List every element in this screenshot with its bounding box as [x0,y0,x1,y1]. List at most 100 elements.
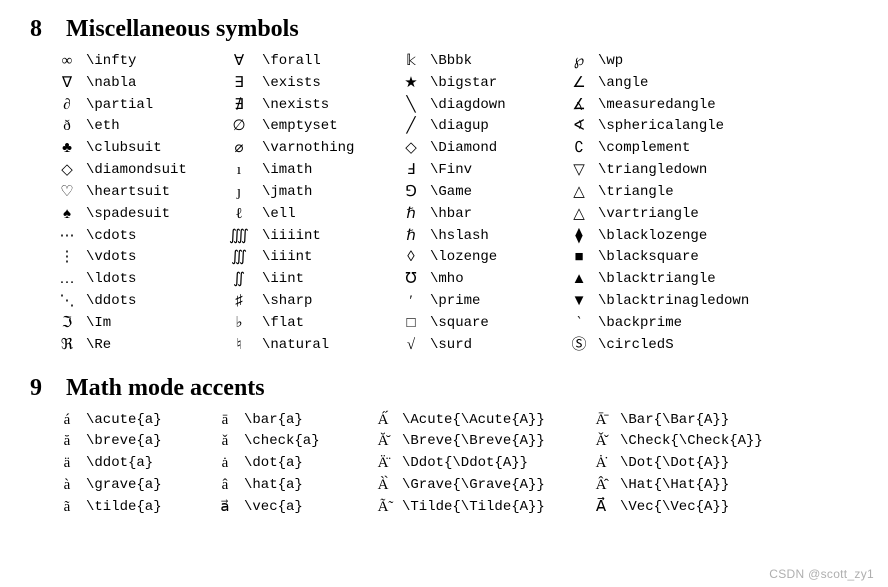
symbol-glyph: ℏ [400,204,422,226]
symbol-glyph: ⨌ [224,226,254,248]
symbol-glyph: ∁ [568,138,590,160]
symbol-glyph: ‵ [568,313,590,335]
symbol-command: \nexists [262,95,392,117]
page: 8 Miscellaneous symbols ∞\infty∀\forall𝕜… [0,0,888,519]
symbol-command: \Check{\Check{A}} [620,431,858,453]
symbol-glyph: Ã̃ [372,497,394,519]
symbol-command: \surd [430,335,560,357]
symbol-glyph: ∇ [56,73,78,95]
symbol-glyph: ȷ [224,182,254,204]
symbol-glyph: ∠ [568,73,590,95]
symbol-glyph: a⃗ [214,497,236,519]
symbol-command: \iiiint [262,226,392,248]
symbol-glyph: ⌀ [224,138,254,160]
accents-grid: á\acute{a}ā\bar{a}Á́\Acute{\Acute{A}}Ā̄\… [56,410,858,519]
symbol-glyph: ▲ [568,269,590,291]
symbol-glyph: Ⓢ [568,335,590,357]
symbol-command: \hslash [430,226,560,248]
symbol-glyph: ∅ [224,116,254,138]
symbol-glyph: ı [224,160,254,182]
symbol-glyph: ∞ [56,51,78,73]
symbol-glyph: ⋮ [56,247,78,269]
section-8-title: Miscellaneous symbols [66,16,299,43]
symbol-command: \diagdown [430,95,560,117]
symbol-command: \tilde{a} [86,497,206,519]
symbol-glyph: â [214,475,236,497]
symbol-command: \triangledown [598,160,858,182]
symbol-glyph: ℧ [400,269,422,291]
symbol-glyph: À̀ [372,475,394,497]
symbol-command: \vdots [86,247,216,269]
symbol-glyph: ▽ [568,160,590,182]
symbol-glyph: Ⅎ [400,160,422,182]
symbol-glyph: á [56,410,78,432]
symbol-command: \flat [262,313,392,335]
symbol-glyph: ⋱ [56,291,78,313]
symbol-glyph: ȧ [214,453,236,475]
symbol-command: \iint [262,269,392,291]
symbol-command: \clubsuit [86,138,216,160]
symbol-command: \spadesuit [86,204,216,226]
symbol-glyph: ℜ [56,335,78,357]
symbol-command: \Tilde{\Tilde{A}} [402,497,582,519]
symbol-glyph: ä [56,453,78,475]
symbol-glyph: ∡ [568,95,590,117]
symbol-command: \cdots [86,226,216,248]
symbol-command: \Hat{\Hat{A}} [620,475,858,497]
symbol-glyph: ∄ [224,95,254,117]
symbol-glyph: Ă̆ [372,431,394,453]
symbol-command: \dot{a} [244,453,364,475]
symbol-command: \ddot{a} [86,453,206,475]
symbol-command: \lozenge [430,247,560,269]
symbol-command: \Bbbk [430,51,560,73]
symbol-glyph: ∭ [224,247,254,269]
symbol-command: \blacktriangle [598,269,858,291]
symbol-glyph: ◊ [400,247,422,269]
section-9-header: 9 Math mode accents [30,375,858,402]
symbol-command: \complement [598,138,858,160]
symbol-glyph: ∢ [568,116,590,138]
symbol-command: \Grave{\Grave{A}} [402,475,582,497]
section-9-number: 9 [30,375,66,402]
symbol-glyph: Á́ [372,410,394,432]
symbol-command: \Ddot{\Ddot{A}} [402,453,582,475]
symbol-command: \infty [86,51,216,73]
symbol-glyph: ℘ [568,51,590,73]
symbol-command: \exists [262,73,392,95]
symbol-glyph: ⅁ [400,182,422,204]
symbol-glyph: ♡ [56,182,78,204]
symbol-glyph: ℓ [224,204,254,226]
symbol-glyph: ′ [400,291,422,313]
symbol-glyph: △ [568,204,590,226]
symbol-glyph: ă [56,431,78,453]
symbol-command: \heartsuit [86,182,216,204]
symbol-command: \Re [86,335,216,357]
symbol-command: \hat{a} [244,475,364,497]
symbol-command: \Dot{\Dot{A}} [620,453,858,475]
symbol-command: \blacksquare [598,247,858,269]
watermark: CSDN @scott_zy1 [769,567,874,581]
symbol-command: \partial [86,95,216,117]
section-9-title: Math mode accents [66,375,265,402]
symbol-command: \Im [86,313,216,335]
symbol-command: \blacktrinagledown [598,291,858,313]
symbol-glyph: ℏ [400,226,422,248]
symbol-command: \measuredangle [598,95,858,117]
symbol-command: \blacklozenge [598,226,858,248]
symbol-command: \iiint [262,247,392,269]
symbol-command: \breve{a} [86,431,206,453]
symbol-command: \acute{a} [86,410,206,432]
symbol-glyph: 𝕜 [400,51,422,73]
symbol-command: \Finv [430,160,560,182]
symbol-glyph: ∬ [224,269,254,291]
section-8-number: 8 [30,16,66,43]
symbol-command: \grave{a} [86,475,206,497]
symbol-command: \eth [86,116,216,138]
symbol-command: \Diamond [430,138,560,160]
symbol-glyph: à [56,475,78,497]
symbol-command: \Acute{\Acute{A}} [402,410,582,432]
symbol-command: \backprime [598,313,858,335]
symbol-command: \bigstar [430,73,560,95]
symbol-command: \ell [262,204,392,226]
symbol-command: \varnothing [262,138,392,160]
